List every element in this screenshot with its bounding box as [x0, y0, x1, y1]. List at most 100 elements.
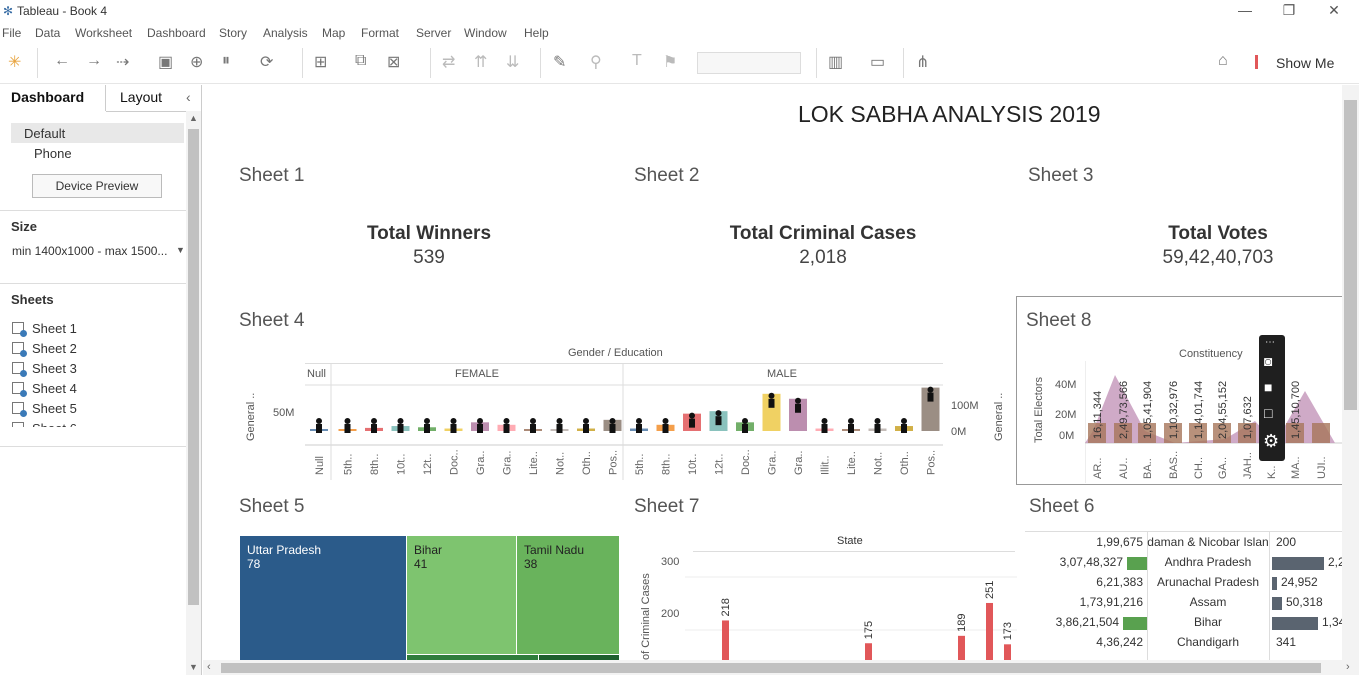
undo-icon[interactable]: ← — [54, 52, 70, 69]
sheet6-table[interactable]: 1,99,675 daman & Nicobar Islan 200 3,07,48,… — [1025, 531, 1359, 660]
menu-analysis[interactable]: Analysis — [263, 26, 308, 40]
new-datasource-icon[interactable]: ⊕ — [190, 54, 204, 71]
row-state: Assam — [1189, 595, 1227, 609]
scroll-left-icon[interactable]: ‹ — [207, 661, 211, 673]
show-me-icon[interactable] — [1255, 55, 1267, 69]
table-row[interactable]: 6,21,383 Arunachal Pradesh 24,952 — [1025, 574, 1359, 594]
canvas-hscroll-thumb[interactable] — [221, 663, 1321, 673]
menu-dashboard[interactable]: Dashboard — [147, 26, 206, 40]
tick-label: Gra.. — [793, 451, 805, 475]
treemap-cell[interactable] — [539, 655, 619, 660]
size-dropdown[interactable]: min 1400x1000 - max 1500... — [12, 244, 168, 258]
sheet6-title[interactable]: Sheet 6 — [1029, 496, 1095, 517]
clear-sheet-icon[interactable]: ⊠ — [387, 54, 401, 71]
sheet-list-item[interactable]: Sheet 5 — [12, 401, 77, 417]
table-row[interactable]: 1,73,91,216 Assam 50,318 — [1025, 594, 1359, 614]
sheet-list-item[interactable]: Sheet 1 — [12, 321, 77, 337]
menu-file[interactable]: File — [2, 26, 22, 40]
swap-icon[interactable]: ⇄ — [442, 54, 456, 71]
presentation-icon[interactable]: ▭ — [870, 54, 886, 71]
size-dropdown-arrow-icon[interactable]: ▼ — [176, 245, 185, 255]
sheet-list-item[interactable]: Sheet 6 — [12, 421, 77, 427]
text-label-icon[interactable]: T — [632, 52, 642, 69]
table-row[interactable]: 1,99,675 daman & Nicobar Islan 200 — [1025, 534, 1359, 554]
sheet-list-item[interactable]: Sheet 2 — [12, 341, 77, 357]
tableau-start-icon[interactable]: ✳ — [8, 54, 22, 71]
menu-server[interactable]: Server — [416, 26, 452, 40]
table-row[interactable]: 4,36,242 Chandigarh 341 — [1025, 634, 1359, 654]
new-sheet-icon[interactable]: ⊞ — [314, 54, 328, 71]
device-phone[interactable]: Phone — [34, 146, 72, 161]
row-left-value: 1,99,675 — [1096, 535, 1143, 549]
show-me-button[interactable]: Show Me — [1276, 55, 1335, 71]
duplicate-sheet-icon[interactable]: ⧉ — [355, 52, 367, 69]
menu-window[interactable]: Window — [464, 26, 507, 40]
menu-story[interactable]: Story — [219, 26, 248, 40]
video-icon[interactable]: ■ — [1264, 379, 1273, 395]
tab-layout[interactable]: Layout — [120, 89, 163, 105]
table-row[interactable]: 3,86,21,504 Bihar 1,34,0 — [1025, 614, 1359, 634]
menu-format[interactable]: Format — [361, 26, 400, 40]
show-cards-icon[interactable]: ▥ — [828, 54, 844, 71]
treemap-cell[interactable]: Tamil Nadu 38 — [517, 536, 619, 654]
restore-icon[interactable]: ❐ — [1282, 2, 1296, 18]
kpi-total-winners[interactable]: Total Winners 539 — [279, 223, 579, 269]
sheet5-treemap[interactable]: Uttar Pradesh 78 Bihar 41 Tamil Nadu 38 — [240, 536, 619, 660]
save-icon[interactable]: ▣ — [158, 54, 174, 71]
menu-help[interactable]: Help — [524, 26, 549, 40]
device-default[interactable]: Default — [24, 126, 66, 141]
sheet4-chart[interactable]: Gender / Education Null FEMALE MALE Gene… — [235, 345, 1013, 480]
kpi-total-criminal-cases[interactable]: Total Criminal Cases 2,018 — [673, 223, 973, 269]
sort-ascending-icon[interactable]: ⇈ — [474, 54, 488, 71]
sheet4-title[interactable]: Sheet 4 — [239, 310, 305, 331]
menu-worksheet[interactable]: Worksheet — [75, 26, 133, 40]
stop-icon[interactable]: □ — [1264, 405, 1273, 421]
highlight-icon[interactable]: ✎ — [553, 54, 567, 71]
menu-map[interactable]: Map — [322, 26, 346, 40]
sheet5-title[interactable]: Sheet 5 — [239, 496, 305, 517]
canvas-vscroll-thumb[interactable] — [1344, 100, 1357, 410]
sheet-list-item[interactable]: Sheet 3 — [12, 361, 77, 377]
menu-data[interactable]: Data — [35, 26, 61, 40]
collapse-icon[interactable]: ‹ — [186, 89, 191, 105]
treemap-cell[interactable] — [407, 655, 538, 660]
tick-label: Pos.. — [608, 450, 620, 475]
person-mark — [450, 424, 457, 433]
pause-updates-icon[interactable]: ⏸ — [222, 52, 231, 69]
data-label: 1,07,632 — [1242, 396, 1254, 439]
refresh-icon[interactable]: ⟳ — [260, 54, 274, 71]
scroll-right-icon[interactable]: › — [1346, 661, 1350, 673]
device-preview-button[interactable]: Device Preview — [32, 174, 162, 198]
more-options-icon[interactable]: ⋯ — [1265, 337, 1275, 348]
sheet1-title[interactable]: Sheet 1 — [239, 165, 305, 186]
sort-descending-icon[interactable]: ⇊ — [506, 54, 520, 71]
sheet2-title[interactable]: Sheet 2 — [634, 165, 700, 186]
sidebar-scroll-thumb[interactable] — [188, 129, 199, 605]
scroll-up-icon[interactable]: ▲ — [189, 113, 198, 123]
minimize-icon[interactable]: — — [1238, 2, 1252, 18]
pin-icon[interactable]: ⚑ — [663, 54, 678, 71]
treemap-cell[interactable]: Uttar Pradesh 78 — [240, 536, 406, 660]
person-mark — [874, 424, 881, 433]
tab-dashboard[interactable]: Dashboard — [11, 89, 85, 105]
fit-dropdown[interactable] — [697, 52, 801, 74]
camera-icon[interactable]: ◙ — [1264, 353, 1273, 369]
person-mark — [874, 418, 881, 424]
sheet3-title[interactable]: Sheet 3 — [1028, 165, 1094, 186]
settings-icon[interactable]: ⚙ — [1263, 431, 1280, 451]
share-icon[interactable]: ⋔ — [916, 54, 930, 71]
replay-icon[interactable]: ⇢ — [116, 54, 130, 71]
redo-icon[interactable]: → — [86, 52, 102, 69]
scroll-down-icon[interactable]: ▼ — [189, 662, 198, 672]
close-icon[interactable]: ✕ — [1328, 2, 1340, 18]
treemap-cell[interactable]: Bihar 41 — [407, 536, 516, 654]
sheet-list-item[interactable]: Sheet 4 — [12, 381, 77, 397]
sheet8-title[interactable]: Sheet 8 — [1026, 310, 1092, 331]
attach-icon[interactable]: ⚲ — [590, 54, 602, 71]
sheet7-title[interactable]: Sheet 7 — [634, 496, 700, 517]
kpi-label: Total Criminal Cases — [729, 223, 917, 244]
kpi-total-votes[interactable]: Total Votes 59,42,40,703 — [1068, 223, 1359, 269]
table-row[interactable]: 3,07,48,327 Andhra Pradesh 2,2 — [1025, 554, 1359, 574]
person-mark — [821, 424, 828, 433]
format-painter-icon[interactable]: ⌂ — [1218, 52, 1228, 69]
